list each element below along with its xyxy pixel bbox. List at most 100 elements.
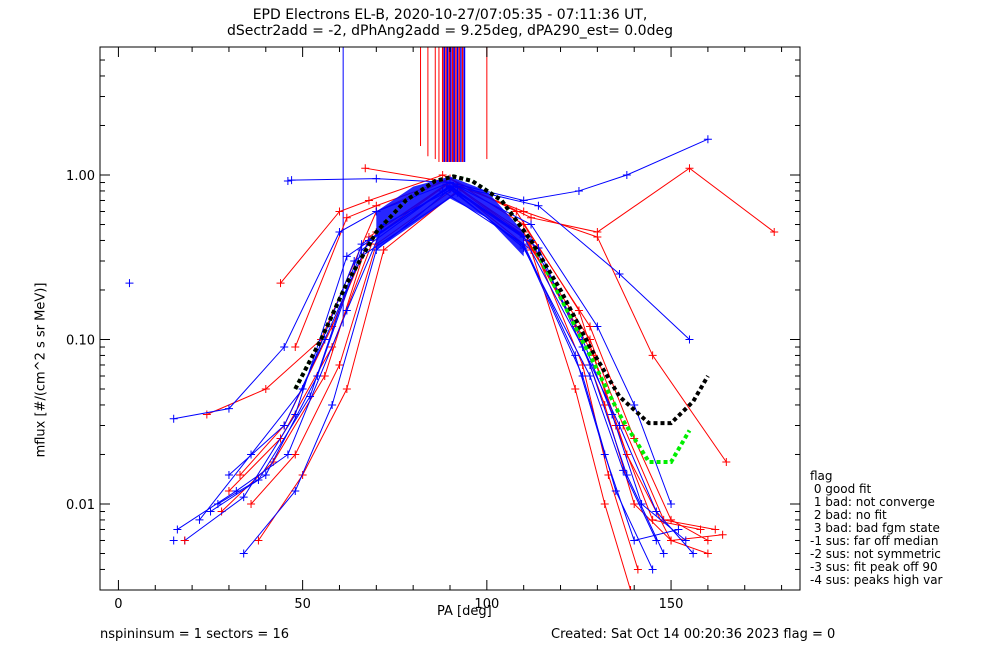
data-point xyxy=(224,404,233,413)
legend-item: 1 bad: not converge xyxy=(810,495,935,509)
x-tick-label: 0 xyxy=(114,597,122,612)
legend-item: -2 sus: not symmetric xyxy=(810,547,941,561)
data-point xyxy=(280,343,289,352)
series-line xyxy=(250,185,639,570)
data-point xyxy=(224,486,233,495)
y-tick-label: 0.10 xyxy=(66,333,95,348)
legend-item: -4 sus: peaks high var xyxy=(810,573,943,587)
series-line xyxy=(184,185,694,554)
series-line xyxy=(199,192,665,554)
data-point xyxy=(291,410,300,419)
data-point xyxy=(291,486,300,495)
data-point xyxy=(586,371,594,380)
data-point xyxy=(169,536,178,545)
data-point xyxy=(276,279,285,288)
data-point xyxy=(379,245,388,254)
data-point xyxy=(593,232,602,241)
footer-settings: nspininsum = 1 sectors = 16 xyxy=(100,627,289,642)
data-point xyxy=(247,499,256,508)
data-point xyxy=(342,306,351,315)
data-point xyxy=(574,306,583,315)
legend-item: 3 bad: bad fgm state xyxy=(810,521,940,535)
data-point xyxy=(361,164,370,173)
data-point xyxy=(534,201,543,210)
data-point xyxy=(335,228,344,237)
data-point xyxy=(718,530,727,539)
chart-subtitle: dSectr2add = -2, dPhAng2add = 9.25deg, d… xyxy=(227,23,673,39)
data-point xyxy=(586,322,594,331)
data-point xyxy=(280,421,289,430)
data-point xyxy=(283,176,292,185)
data-point xyxy=(180,536,189,545)
data-point xyxy=(195,515,204,524)
x-axis-label: PA [deg] xyxy=(437,604,492,619)
y-tick-label: 1.00 xyxy=(66,169,95,184)
fit-curve xyxy=(293,174,710,426)
data-point xyxy=(667,536,676,545)
data-point xyxy=(350,257,359,266)
data-point xyxy=(630,499,639,508)
data-point xyxy=(239,549,248,558)
data-point xyxy=(681,536,690,545)
data-point xyxy=(689,549,698,558)
data-point xyxy=(372,174,381,183)
data-point xyxy=(342,213,351,222)
data-point xyxy=(206,507,215,516)
series-band xyxy=(376,176,524,257)
footer-created: Created: Sat Oct 14 00:20:36 2023 flag =… xyxy=(551,627,836,642)
data-point xyxy=(667,515,676,524)
x-tick-label: 150 xyxy=(659,597,684,612)
data-point xyxy=(674,525,683,534)
data-point xyxy=(722,457,731,466)
data-point xyxy=(125,279,134,288)
data-point xyxy=(622,450,631,459)
data-point xyxy=(287,176,296,185)
legend-item: -3 sus: fit peak off 90 xyxy=(810,560,938,574)
data-point xyxy=(571,385,580,394)
data-point xyxy=(254,475,263,484)
legend-item: 2 bad: no fit xyxy=(810,508,887,522)
legend-item: 0 good fit xyxy=(810,482,872,496)
data-point xyxy=(571,351,580,360)
y-tick-label: 0.01 xyxy=(66,498,95,513)
data-point xyxy=(685,335,694,344)
data-point xyxy=(254,536,263,545)
data-point xyxy=(711,525,720,534)
data-point xyxy=(261,385,270,394)
data-point xyxy=(202,410,211,419)
legend-title: flag xyxy=(810,469,833,483)
data-point xyxy=(364,196,373,205)
data-point xyxy=(600,499,609,508)
data-point xyxy=(648,351,657,360)
data-point xyxy=(328,400,337,409)
data-point xyxy=(659,549,668,558)
data-point xyxy=(593,322,602,331)
data-point xyxy=(320,371,329,380)
data-point xyxy=(703,135,712,144)
data-point xyxy=(703,549,712,558)
data-point xyxy=(615,270,624,279)
data-point xyxy=(667,499,676,508)
data-point xyxy=(224,471,233,480)
series-line xyxy=(228,186,687,541)
data-point xyxy=(519,207,528,216)
data-point xyxy=(357,240,366,249)
data-point xyxy=(306,392,314,401)
data-point xyxy=(335,360,344,369)
data-point xyxy=(291,343,300,352)
data-point xyxy=(247,450,256,459)
data-point xyxy=(619,466,628,475)
data-point xyxy=(519,196,528,205)
data-point xyxy=(169,414,178,423)
data-point xyxy=(626,586,635,590)
data-point xyxy=(648,565,657,574)
data-point xyxy=(342,385,351,394)
data-point xyxy=(342,252,351,261)
data-point xyxy=(291,450,300,459)
data-point xyxy=(770,228,779,237)
data-point xyxy=(652,507,661,516)
data-point xyxy=(685,164,694,173)
data-point xyxy=(438,171,447,180)
data-point xyxy=(652,536,661,545)
